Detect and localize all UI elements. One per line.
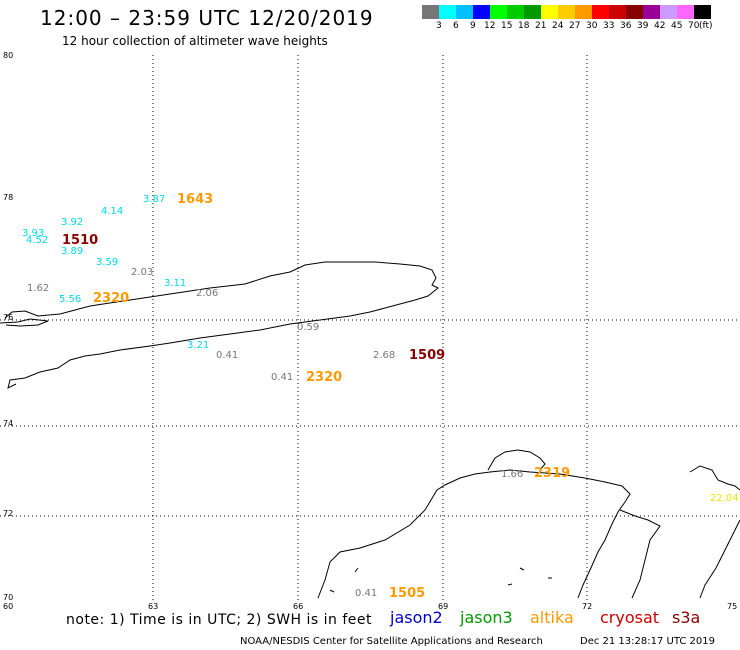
- pass-time-label: 2320: [306, 370, 342, 385]
- lon-label: 69: [438, 602, 448, 611]
- wave-height-label: 22.04: [710, 493, 739, 504]
- units-note: note: 1) Time is in UTC; 2) SWH is in fe…: [66, 612, 373, 628]
- wave-height-label: 3.21: [187, 340, 209, 351]
- colorbar-swatch: [609, 5, 626, 19]
- coastline: [0, 261, 740, 599]
- lon-label: 66: [293, 602, 303, 611]
- colorbar-label: 24: [552, 21, 564, 31]
- lon-label: 63: [148, 602, 158, 611]
- colorbar-swatch: [592, 5, 609, 19]
- wave-height-label: 3.89: [61, 246, 83, 257]
- legend-jason3: jason3: [460, 608, 513, 627]
- pass-time-label: 2319: [534, 466, 570, 481]
- graticule: [0, 55, 740, 600]
- legend-altika: altika: [530, 608, 574, 627]
- colorbar-swatch: [507, 5, 524, 19]
- lat-label: 74: [3, 419, 13, 428]
- colorbar-label: 18: [518, 21, 530, 31]
- colorbar-label: 45: [671, 21, 683, 31]
- credit-line: NOAA/NESDIS Center for Satellite Applica…: [240, 636, 543, 647]
- generated-timestamp: Dec 21 13:28:17 UTC 2019: [580, 636, 715, 647]
- colorbar-swatch: [677, 5, 694, 19]
- colorbar-swatch: [490, 5, 507, 19]
- wave-height-label: 0.41: [355, 588, 377, 599]
- colorbar-label: 30: [586, 21, 598, 31]
- colorbar-swatch: [558, 5, 575, 19]
- colorbar-swatch: [660, 5, 677, 19]
- coastline-south-island: [317, 469, 631, 599]
- lat-label: 70: [3, 593, 13, 602]
- pass-time-label: 1510: [62, 233, 98, 248]
- coastline-north-fragment: [0, 318, 49, 327]
- colorbar-label: 6: [453, 21, 459, 31]
- legend-s3a: s3a: [672, 608, 701, 627]
- map-subtitle: 12 hour collection of altimeter wave hei…: [62, 34, 328, 48]
- colorbar-swatch: [541, 5, 558, 19]
- coastline-peninsula: [619, 509, 661, 599]
- lon-label: 72: [582, 602, 592, 611]
- colorbar-swatch: [524, 5, 541, 19]
- wave-height-label: 3.92: [61, 217, 83, 228]
- wave-height-colorbar: [422, 5, 711, 19]
- colorbar-label: 39: [637, 21, 649, 31]
- pass-time-label: 1643: [177, 192, 213, 207]
- wave-height-label: 4.14: [101, 206, 123, 217]
- coastline-south-headland: [487, 449, 546, 471]
- wave-height-label: 3.93: [22, 228, 44, 239]
- wave-height-label: 2.06: [196, 288, 218, 299]
- colorbar-label: 3: [436, 21, 442, 31]
- coastline-east: [689, 465, 740, 599]
- wave-height-label: 2.68: [373, 350, 395, 361]
- colorbar-label: 27: [569, 21, 581, 31]
- colorbar-swatch: [575, 5, 592, 19]
- wave-height-label: 1.62: [27, 283, 49, 294]
- wave-height-label: 3.11: [164, 278, 186, 289]
- legend-jason2: jason2: [390, 608, 443, 627]
- colorbar-label: 33: [603, 21, 615, 31]
- colorbar-label: (ft): [699, 21, 713, 31]
- wave-height-label: 0.59: [297, 322, 319, 333]
- lat-label: 78: [3, 193, 13, 202]
- colorbar-label: 9: [470, 21, 476, 31]
- wave-height-label: 4.52: [26, 235, 48, 246]
- colorbar-label: 15: [501, 21, 513, 31]
- pass-time-label: 1509: [409, 348, 445, 363]
- colorbar-label: 36: [620, 21, 632, 31]
- lon-label: 60: [3, 602, 13, 611]
- colorbar-label: 21: [535, 21, 547, 31]
- lat-label: 72: [3, 509, 13, 518]
- colorbar-swatch: [439, 5, 456, 19]
- colorbar-swatch: [643, 5, 660, 19]
- lon-label: 75: [727, 602, 737, 611]
- colorbar-label: 42: [654, 21, 666, 31]
- lat-label: 76: [3, 313, 13, 322]
- lat-label: 80: [3, 51, 13, 60]
- wave-height-label: 5.56: [59, 294, 81, 305]
- colorbar-swatch: [456, 5, 473, 19]
- map-title: 12:00 – 23:59 UTC 12/20/2019: [40, 6, 374, 30]
- wave-height-label: 0.41: [271, 372, 293, 383]
- wave-height-label: 2.03: [131, 267, 153, 278]
- colorbar-labels: 3 6 9 12 15 18 21 24 27 30 33 36 39 42 45 70 (ft): [422, 21, 740, 33]
- wave-height-label: 0.41: [216, 350, 238, 361]
- colorbar-swatch: [626, 5, 643, 19]
- legend-cryosat: cryosat: [600, 608, 660, 627]
- pass-time-label: 2320: [93, 291, 129, 306]
- wave-height-label: 3.59: [96, 257, 118, 268]
- colorbar-swatch: [473, 5, 490, 19]
- colorbar-swatch: [422, 5, 439, 19]
- colorbar-swatch: [694, 5, 711, 19]
- coastline-north-island: [4, 261, 439, 389]
- wave-height-label: 3.87: [143, 194, 165, 205]
- colorbar-label: 70: [688, 21, 700, 31]
- pass-time-label: 1505: [389, 586, 425, 601]
- coastline-islets: [329, 567, 552, 593]
- colorbar-label: 12: [484, 21, 496, 31]
- wave-height-label: 1.66: [501, 469, 523, 480]
